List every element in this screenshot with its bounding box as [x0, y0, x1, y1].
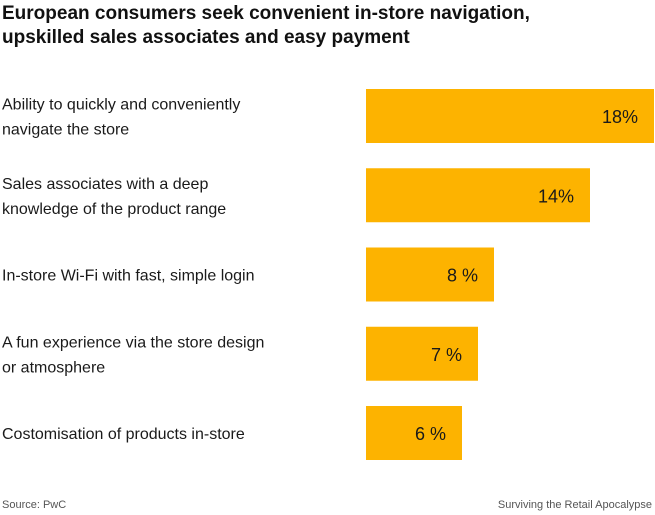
- bar-value-label-2: 14%: [538, 186, 574, 206]
- category-label-2-line-2: knowledge of the product range: [2, 201, 226, 218]
- bar-4: [366, 326, 478, 381]
- category-label-3-line-1: In-store Wi-Fi with fast, simple login: [2, 268, 255, 285]
- category-label-4-line-1: A fun experience via the store design: [2, 334, 264, 351]
- category-label-1-line-1: Ability to quickly and conveniently: [2, 97, 240, 114]
- bar-3: [366, 247, 494, 302]
- credit-note: Surviving the Retail Apocalypse: [497, 499, 652, 511]
- category-label-4-line-2: or atmosphere: [2, 359, 105, 376]
- category-label-5-line-1: Costomisation of products in-store: [2, 426, 245, 443]
- bar-1: [366, 89, 654, 143]
- bar-2: [366, 168, 590, 223]
- bar-5: [366, 406, 462, 460]
- category-label-1-line-2: navigate the store: [2, 122, 129, 139]
- bar-value-label-5: 6 %: [415, 424, 446, 444]
- bar-value-label-3: 8 %: [447, 266, 478, 286]
- chart-title-line-2: upskilled sales associates and easy paym…: [2, 27, 410, 48]
- chart-title: European consumers seek convenient in-st…: [2, 2, 642, 50]
- source-note: Source: PwC: [2, 499, 67, 511]
- bar-value-label-1: 18%: [602, 107, 638, 127]
- bar-value-label-4: 7 %: [431, 345, 462, 365]
- category-label-2-line-1: Sales associates with a deep: [2, 176, 208, 193]
- chart-title-line-1: European consumers seek convenient in-st…: [2, 3, 530, 24]
